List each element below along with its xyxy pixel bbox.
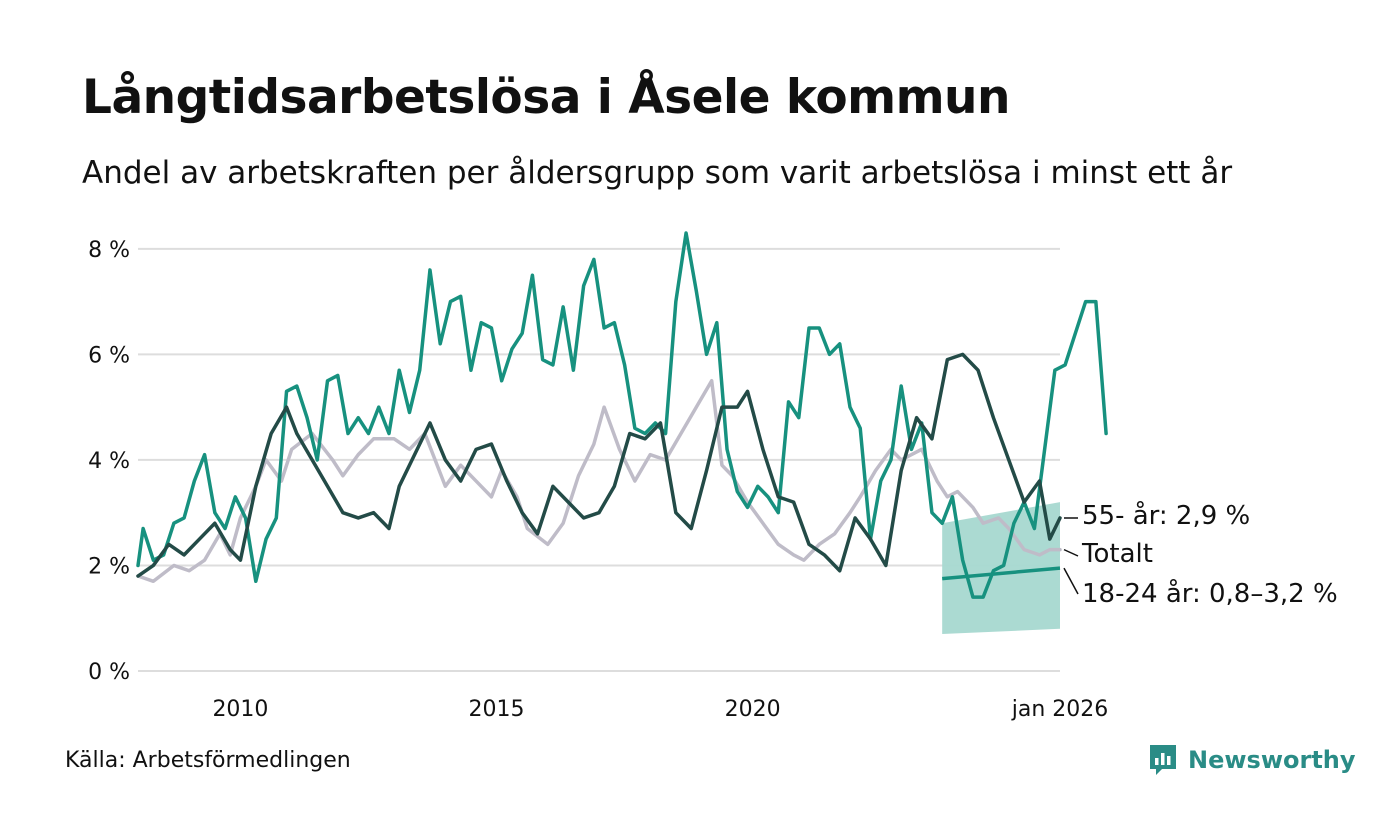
- series-estimate-18-24: [942, 566, 1061, 581]
- source-label: Källa: Arbetsförmedlingen: [65, 748, 351, 773]
- brand-name: Newsworthy: [1188, 746, 1356, 774]
- series-label-age_55: 55- år: 2,9 %: [1082, 500, 1250, 531]
- chart-title: Långtidsarbetslösa i Åsele kommun: [82, 70, 1010, 125]
- newsworthy-icon: [1150, 745, 1176, 775]
- leader-line-total: [1063, 548, 1079, 557]
- series-line-age_18_24: [136, 231, 1108, 599]
- y-tick-label: 0 %: [88, 660, 130, 685]
- chart-subtitle: Andel av arbetskraften per åldersgrupp s…: [82, 155, 1233, 191]
- series-line-age_55: [136, 352, 1062, 578]
- leader-line-age_18_24: [1063, 567, 1079, 595]
- x-tick-label: 2015: [469, 697, 525, 722]
- x-tick-label: 2010: [212, 697, 268, 722]
- series-label-age_18_24: 18-24 år: 0,8–3,2 %: [1082, 578, 1338, 609]
- x-tick-label: 2020: [725, 697, 781, 722]
- y-tick-label: 2 %: [88, 554, 130, 579]
- x-tick-label: jan 2026: [1011, 697, 1109, 722]
- newsworthy-logo: Newsworthy: [1148, 743, 1356, 777]
- y-tick-label: 8 %: [88, 238, 130, 263]
- series-line-total: [136, 379, 1062, 584]
- y-tick-label: 4 %: [88, 449, 130, 474]
- y-tick-label: 6 %: [88, 343, 130, 368]
- series-label-total: Totalt: [1081, 539, 1153, 569]
